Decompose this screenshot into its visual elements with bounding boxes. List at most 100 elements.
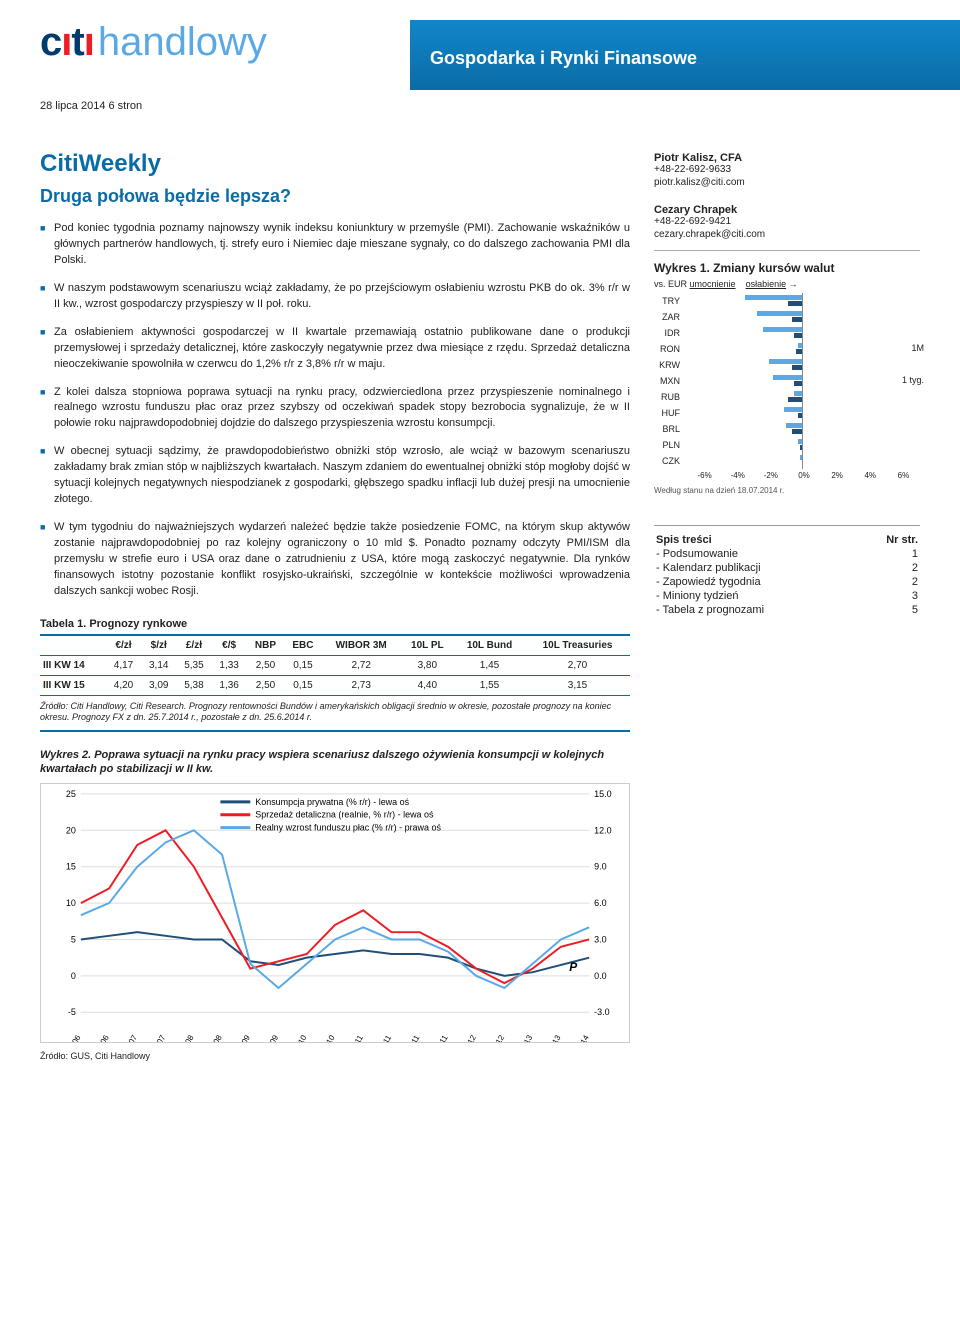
axis-tick: 2% xyxy=(821,471,854,480)
table-cell: 1,36 xyxy=(212,675,247,695)
table1-source: Źródło: Citi Handlowy, Citi Research. Pr… xyxy=(40,701,630,724)
bullet-item: Z kolei dalsza stopniowa poprawa sytuacj… xyxy=(40,385,630,433)
svg-text:25: 25 xyxy=(66,789,76,799)
svg-text:1q09: 1q09 xyxy=(235,1033,252,1043)
toc-page: 5 xyxy=(859,604,918,616)
axis-tick: 4% xyxy=(854,471,887,480)
contact-name: Piotr Kalisz, CFA xyxy=(654,152,920,164)
toc-page: 3 xyxy=(859,590,918,602)
chart1-legend-item: 1 tyg. xyxy=(902,375,924,385)
table-cell: 2,73 xyxy=(322,675,401,695)
axis-tick: -2% xyxy=(754,471,787,480)
chart1-sub-prefix: vs. EUR xyxy=(654,279,687,289)
toc-item: - Tabela z prognozami xyxy=(656,604,857,616)
svg-text:9.0: 9.0 xyxy=(594,861,606,871)
table-cell: 1,55 xyxy=(454,675,525,695)
bar-label: KRW xyxy=(654,360,684,370)
svg-text:1q06: 1q06 xyxy=(66,1033,83,1043)
table1-title: Tabela 1. Prognozy rynkowe xyxy=(40,618,630,630)
table-header: 10L Treasuries xyxy=(525,636,630,656)
table-cell: 5,38 xyxy=(176,675,211,695)
chart1-sub-os: osłabienie xyxy=(746,279,787,289)
table-header: €/$ xyxy=(212,636,247,656)
toc-page: 1 xyxy=(859,548,918,560)
svg-text:0: 0 xyxy=(71,971,76,981)
table-cell: III KW 14 xyxy=(40,655,106,675)
svg-text:3q07: 3q07 xyxy=(151,1033,168,1043)
table-cell: 3,15 xyxy=(525,675,630,695)
table-header: NBP xyxy=(247,636,284,656)
toc-heading: Spis treści xyxy=(656,534,857,546)
bar-row: CZK xyxy=(654,453,920,469)
svg-text:1q08: 1q08 xyxy=(179,1033,196,1043)
svg-text:3q06: 3q06 xyxy=(94,1033,111,1043)
axis-tick: -4% xyxy=(721,471,754,480)
contact-email: piotr.kalisz@citi.com xyxy=(654,177,920,188)
svg-text:10: 10 xyxy=(66,898,76,908)
svg-text:1q14: 1q14 xyxy=(574,1033,591,1043)
table-cell: 3,14 xyxy=(141,655,176,675)
bar-label: RUB xyxy=(654,392,684,402)
svg-text:1q07: 1q07 xyxy=(122,1033,139,1043)
report-subtitle: Druga połowa będzie lepsza? xyxy=(40,186,630,207)
chart1-subtitle: vs. EUR umocnienie osłabienie → xyxy=(654,279,920,289)
table-cell: 1,33 xyxy=(212,655,247,675)
svg-text:Realny wzrost funduszu płac (%: Realny wzrost funduszu płac (% r/r) - pr… xyxy=(255,822,441,832)
table-cell: 3,80 xyxy=(401,655,454,675)
svg-text:12.0: 12.0 xyxy=(594,825,611,835)
table-header: 10L Bund xyxy=(454,636,525,656)
svg-text:-5: -5 xyxy=(68,1007,76,1017)
bar-row: BRL xyxy=(654,421,920,437)
table-cell: 3,09 xyxy=(141,675,176,695)
table-cell: 4,40 xyxy=(401,675,454,695)
toc-page: 2 xyxy=(859,562,918,574)
chart2: -50510152025-3.00.03.06.09.012.015.01q06… xyxy=(40,783,630,1043)
table-cell: 2,72 xyxy=(322,655,401,675)
svg-text:3q13: 3q13 xyxy=(546,1033,563,1043)
svg-text:3q10: 3q10 xyxy=(320,1033,337,1043)
table-cell: 1,45 xyxy=(454,655,525,675)
table-header: EBC xyxy=(284,636,321,656)
table-cell: 0,15 xyxy=(284,675,321,695)
table-cell: 2,70 xyxy=(525,655,630,675)
bar-label: BRL xyxy=(654,424,684,434)
svg-text:1q12: 1q12 xyxy=(461,1033,478,1043)
table-cell: 5,35 xyxy=(176,655,211,675)
contact-name: Cezary Chrapek xyxy=(654,204,920,216)
svg-text:3q11: 3q11 xyxy=(377,1033,394,1043)
toc-item: - Podsumowanie xyxy=(656,548,857,560)
svg-text:-3.0: -3.0 xyxy=(594,1007,609,1017)
bar-label: RON xyxy=(654,344,684,354)
contact-phone: +48-22-692-9421 xyxy=(654,216,920,227)
bar-label: MXN xyxy=(654,376,684,386)
toc-pagecol: Nr str. xyxy=(859,534,918,546)
bar-label: ZAR xyxy=(654,312,684,322)
chart1-legend-item: 1M xyxy=(911,343,924,353)
svg-text:P: P xyxy=(569,960,577,974)
side-column: Piotr Kalisz, CFA+48-22-692-9633piotr.ka… xyxy=(654,150,920,1062)
table-header: 10L PL xyxy=(401,636,454,656)
chart1: TRYZARIDRRON1MKRWMXN1 tyg.RUBHUFBRLPLNCZ… xyxy=(654,293,920,469)
svg-text:3q08: 3q08 xyxy=(207,1033,224,1043)
date-pages: 28 lipca 2014 6 stron xyxy=(40,100,142,112)
bar-row: KRW xyxy=(654,357,920,373)
table-cell: 0,15 xyxy=(284,655,321,675)
main-column: CitiWeekly Druga połowa będzie lepsza? P… xyxy=(40,150,630,1062)
chart1-axis: -6%-4%-2%0%2%4%6% xyxy=(688,471,920,480)
contacts: Piotr Kalisz, CFA+48-22-692-9633piotr.ka… xyxy=(654,152,920,240)
svg-text:15.0: 15.0 xyxy=(594,789,611,799)
bar-row: PLN xyxy=(654,437,920,453)
chart1-title: Wykres 1. Zmiany kursów walut xyxy=(654,261,920,275)
chart1-sub-um: umocnienie xyxy=(690,279,736,289)
report-title: CitiWeekly xyxy=(40,150,630,178)
table-header: €/zł xyxy=(106,636,141,656)
svg-text:5: 5 xyxy=(71,934,76,944)
logo: cıtıhandlowy xyxy=(40,20,267,65)
header: cıtıhandlowy Polska Gospodarka i Rynki F… xyxy=(40,0,920,120)
axis-tick: -6% xyxy=(688,471,721,480)
svg-text:3q11: 3q11 xyxy=(433,1033,450,1043)
chart1-note: Według stanu na dzień 18.07.2014 r. xyxy=(654,486,920,495)
bar-row: TRY xyxy=(654,293,920,309)
toc: Spis treści Nr str. - Podsumowanie1- Kal… xyxy=(654,525,920,618)
bar-row: IDR xyxy=(654,325,920,341)
